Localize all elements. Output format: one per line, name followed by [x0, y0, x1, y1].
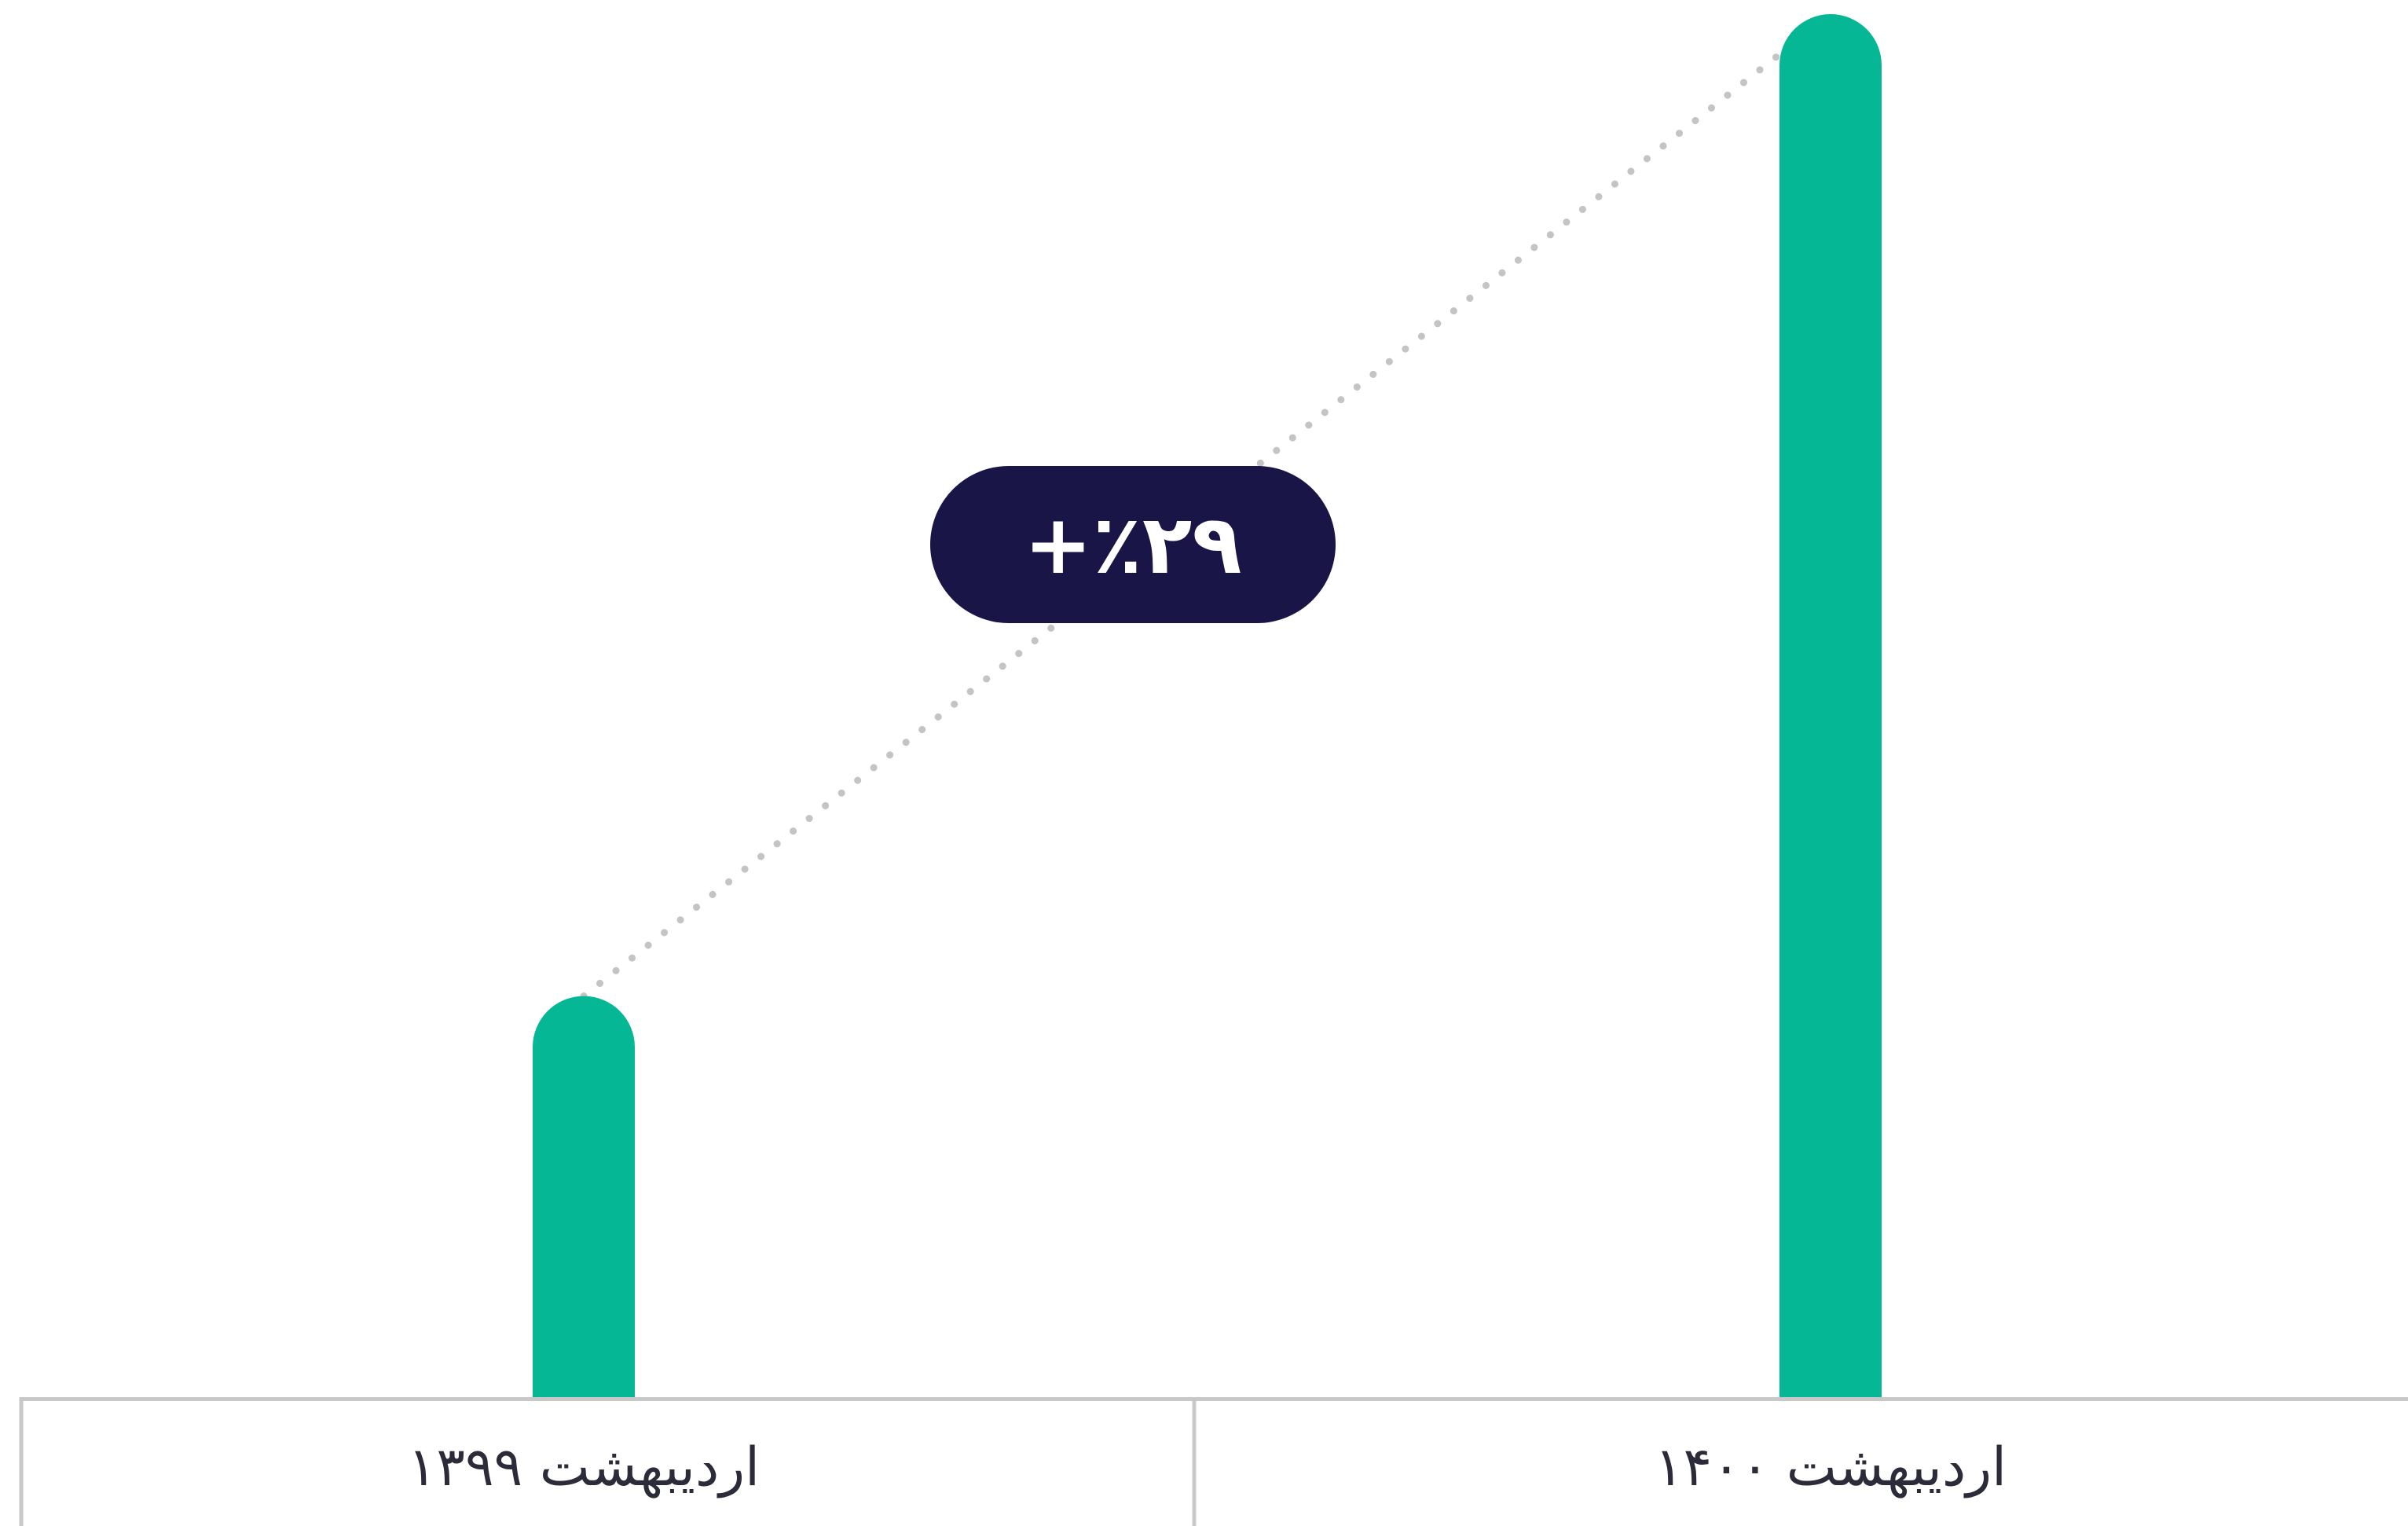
- change-badge: +٪۲۹: [930, 466, 1336, 623]
- change-badge-label: +٪۲۹: [1024, 497, 1242, 592]
- labels-layer: اردیبهشت ۱۳۹۹ اردیبهشت ۱۴۰۰: [408, 1436, 2007, 1498]
- change-badge-background: [930, 466, 1336, 623]
- category-label-2: اردیبهشت ۱۴۰۰: [1655, 1436, 2007, 1498]
- bar-1: [533, 996, 635, 1397]
- connector-layer: [580, 10, 1834, 1000]
- axis-layer: [19, 1397, 2408, 1526]
- connector-line: [580, 10, 1834, 1000]
- bars-layer: [533, 14, 1882, 1397]
- bar-2: [1779, 14, 1882, 1397]
- category-label-1: اردیبهشت ۱۳۹۹: [408, 1436, 760, 1498]
